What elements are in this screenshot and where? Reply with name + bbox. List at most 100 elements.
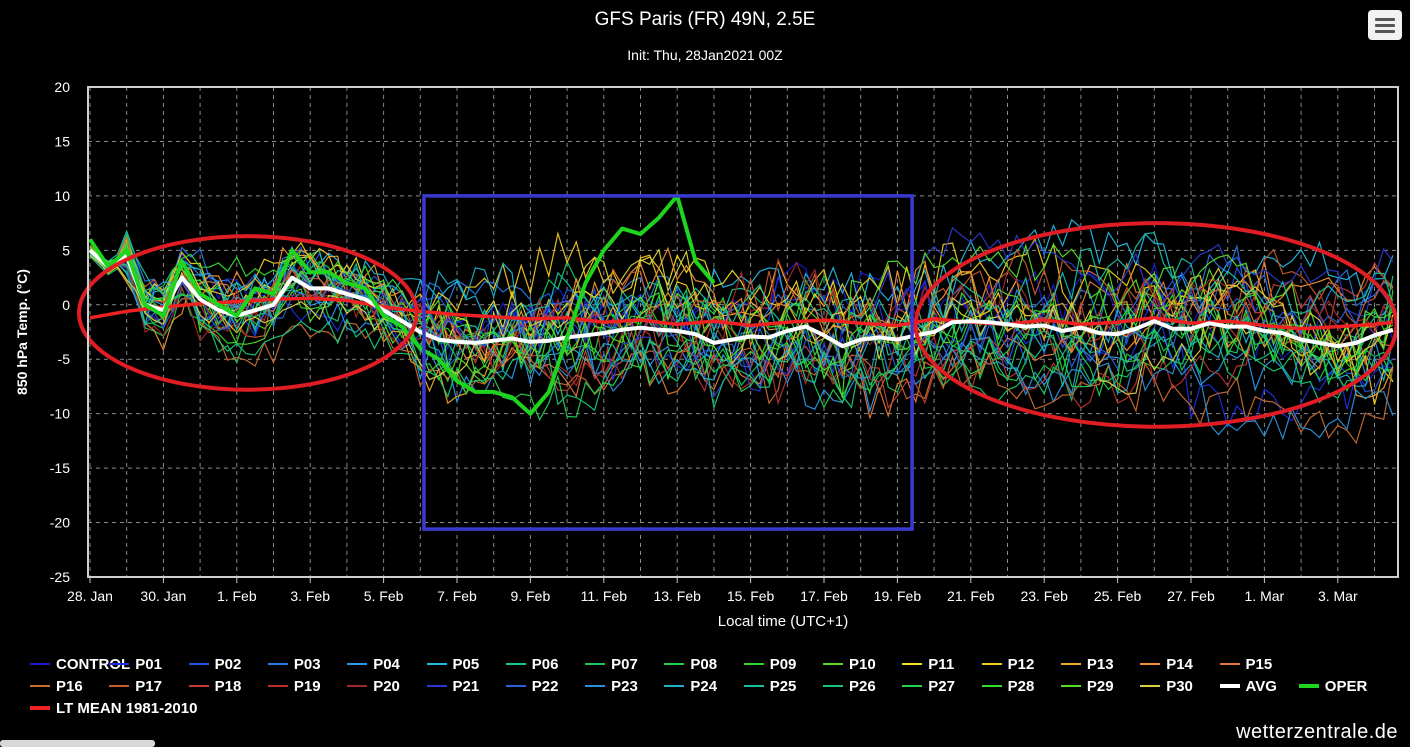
legend-item-p12[interactable]: P12 <box>981 654 1034 676</box>
legend-item-p13[interactable]: P13 <box>1060 654 1114 676</box>
legend-item-p17[interactable]: P17 <box>109 676 162 698</box>
legend-item-p24[interactable]: P24 <box>664 676 717 698</box>
legend-swatch <box>30 706 50 711</box>
legend-swatch <box>1060 663 1081 666</box>
legend-item-p08[interactable]: P08 <box>664 654 717 676</box>
legend-swatch <box>505 685 526 688</box>
legend-swatch <box>1219 684 1240 689</box>
legend-swatch <box>1140 663 1161 666</box>
legend-swatch <box>267 685 288 688</box>
legend-item-oper[interactable]: OPER <box>1298 676 1367 698</box>
legend-swatch <box>981 663 1002 666</box>
legend-label: P17 <box>135 678 162 695</box>
legend-swatch <box>30 685 50 688</box>
legend-item-lt-mean-1981-2010[interactable]: LT MEAN 1981-2010 <box>30 698 197 720</box>
x-tick-label: 1. Mar <box>1245 588 1285 604</box>
x-tick-label: 15. Feb <box>727 588 775 604</box>
legend-swatch <box>823 685 843 688</box>
y-tick-label: 0 <box>62 297 70 313</box>
legend-item-p05[interactable]: P05 <box>426 654 479 676</box>
legend-label: P13 <box>1086 656 1114 673</box>
legend-item-p10[interactable]: P10 <box>823 654 876 676</box>
horizontal-scrollbar[interactable] <box>0 740 155 747</box>
member-line-p21 <box>89 226 1394 398</box>
member-line-p20 <box>89 254 1394 387</box>
x-tick-label: 3. Mar <box>1318 588 1358 604</box>
ensemble-members <box>89 218 1394 445</box>
legend-item-p04[interactable]: P04 <box>347 654 400 676</box>
member-line-p30 <box>89 248 1393 395</box>
legend-label: P02 <box>214 656 242 673</box>
annotation-rectangle <box>422 194 914 531</box>
hamburger-menu-icon[interactable] <box>1368 10 1402 40</box>
annotation-ellipse <box>76 234 419 392</box>
legend-swatch <box>1060 685 1081 688</box>
x-tick-label: 5. Feb <box>364 588 404 604</box>
x-tick-label: 30. Jan <box>140 588 186 604</box>
legend-label: P09 <box>769 656 797 673</box>
legend-item-p03[interactable]: P03 <box>267 654 321 676</box>
legend-item-p18[interactable]: P18 <box>188 676 242 698</box>
x-tick-label: 9. Feb <box>511 588 551 604</box>
x-tick-label: 21. Feb <box>947 588 995 604</box>
legend-label: P01 <box>135 656 162 673</box>
x-tick-label: 1. Feb <box>217 588 257 604</box>
legend-label: P30 <box>1166 678 1193 695</box>
legend-item-p26[interactable]: P26 <box>823 676 876 698</box>
legend-item-p19[interactable]: P19 <box>267 676 321 698</box>
member-line-p07 <box>89 255 1394 403</box>
legend-label: P27 <box>928 678 955 695</box>
legend-item-p01[interactable]: P01 <box>109 654 162 676</box>
legend-swatch <box>188 663 209 666</box>
legend-item-p06[interactable]: P06 <box>505 654 559 676</box>
legend-item-p22[interactable]: P22 <box>505 676 559 698</box>
legend-swatch <box>902 685 923 688</box>
x-tick-label: 23. Feb <box>1020 588 1068 604</box>
legend-item-p16[interactable]: P16 <box>30 676 83 698</box>
legend-swatch <box>267 663 288 666</box>
x-tick-label: 11. Feb <box>581 588 628 604</box>
legend-item-p02[interactable]: P02 <box>188 654 242 676</box>
legend-item-avg[interactable]: AVG <box>1219 676 1277 698</box>
legend-item-p21[interactable]: P21 <box>426 676 480 698</box>
legend-swatch <box>902 663 923 666</box>
legend-item-p28[interactable]: P28 <box>981 676 1035 698</box>
y-tick-label: 15 <box>54 133 70 149</box>
legend-item-p29[interactable]: P29 <box>1060 676 1114 698</box>
legend-item-p23[interactable]: P23 <box>585 676 638 698</box>
legend-label: AVG <box>1245 678 1277 695</box>
legend-label: P10 <box>849 656 876 673</box>
highlight-series <box>88 193 1394 416</box>
legend-item-p07[interactable]: P07 <box>585 654 638 676</box>
axes: 20 15 10 5 0 -5 -10 -15 -20 -25 28. Jan 30. Jan 1. F… <box>14 79 1399 630</box>
member-line-p22 <box>89 252 1394 379</box>
legend-label: P08 <box>690 656 718 673</box>
legend-item-p14[interactable]: P14 <box>1140 654 1193 676</box>
legend-label: P18 <box>214 678 242 695</box>
legend-swatch <box>1219 663 1240 666</box>
credit-text: wetterzentrale.de <box>1236 721 1398 743</box>
y-axis-title: 850 hPa Temp. (°C) <box>14 269 30 395</box>
x-tick-label: 19. Feb <box>874 588 922 604</box>
legend-label: P16 <box>56 678 83 695</box>
legend-swatch <box>585 663 606 666</box>
y-tick-label: -25 <box>50 569 70 585</box>
legend-item-control[interactable]: CONTROL <box>30 654 130 676</box>
grid <box>88 86 1398 578</box>
legend-swatch <box>30 663 50 666</box>
legend-item-p27[interactable]: P27 <box>902 676 955 698</box>
legend-item-p09[interactable]: P09 <box>743 654 797 676</box>
annotations <box>76 194 1399 531</box>
y-tick-label: -10 <box>50 406 70 422</box>
legend-item-p11[interactable]: P11 <box>902 654 954 676</box>
legend-item-p15[interactable]: P15 <box>1219 654 1273 676</box>
legend-label: P21 <box>452 678 480 695</box>
legend-item-p30[interactable]: P30 <box>1140 676 1193 698</box>
legend-label: P28 <box>1007 678 1035 695</box>
member-line-p29 <box>89 240 1394 399</box>
legend-label: P15 <box>1245 656 1273 673</box>
legend-item-p20[interactable]: P20 <box>347 676 400 698</box>
legend-item-p25[interactable]: P25 <box>743 676 796 698</box>
y-tick-label: 5 <box>62 242 70 258</box>
